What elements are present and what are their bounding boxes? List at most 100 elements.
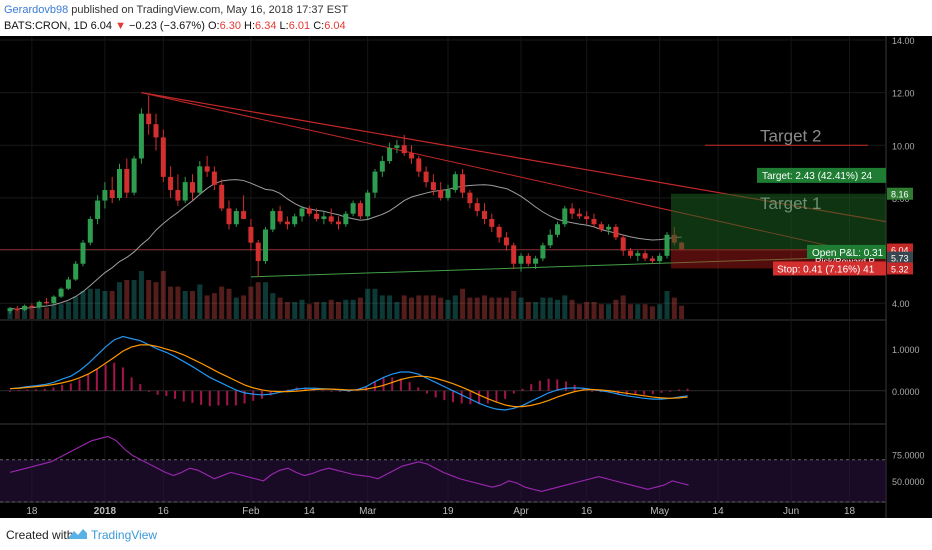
volume-bar	[182, 291, 188, 319]
volume-bar	[314, 302, 320, 319]
stop-info-text: Stop: 0.41 (7.16%) 41	[777, 264, 875, 275]
volume-bar	[423, 295, 429, 319]
volume-bar	[328, 299, 334, 319]
close-label: C:	[313, 20, 325, 32]
macd-histogram-bar	[434, 390, 437, 398]
volume-bar	[204, 295, 210, 319]
created-with-label: Created with	[6, 528, 74, 542]
candle-body	[518, 255, 524, 264]
macd-histogram-bar	[61, 384, 64, 391]
volume-bar	[387, 295, 393, 319]
macd-histogram-bar	[121, 367, 124, 391]
volume-bar	[336, 302, 341, 319]
macd-histogram-bar	[356, 390, 359, 392]
macd-line	[9, 335, 688, 411]
volume-bar	[606, 304, 612, 319]
low-value: 6.01	[288, 20, 311, 32]
volume-bar	[518, 297, 524, 319]
candle-body	[357, 203, 363, 217]
candle-body	[438, 190, 444, 198]
volume-bar	[65, 302, 71, 319]
volume-bar	[372, 288, 378, 319]
macd-histogram-bar	[591, 390, 594, 392]
volume-bar	[343, 299, 349, 319]
macd-histogram-bar	[443, 390, 446, 401]
target-info-box	[757, 167, 886, 183]
macd-histogram-bar	[69, 383, 72, 391]
candle-body	[160, 137, 166, 177]
price-tag-label: 8.16	[891, 190, 909, 200]
candle-body	[401, 145, 407, 154]
candle-body	[226, 208, 232, 225]
price-tag	[887, 187, 913, 200]
volume-bar	[664, 291, 670, 319]
macd-histogram-bar	[486, 390, 489, 404]
candle-body	[277, 211, 283, 222]
volume-bar	[233, 297, 239, 319]
macd-tick-label: 0.0000	[892, 387, 920, 397]
volume-bar	[73, 296, 79, 319]
candle-body	[73, 263, 79, 280]
macd-histogram-bar	[182, 390, 185, 402]
time-tick-label: May	[650, 506, 669, 517]
price-tag-label: 5.73	[891, 254, 909, 264]
volume-bar	[350, 299, 356, 319]
support-trendline	[250, 255, 887, 278]
time-tick-label: 14	[304, 506, 316, 517]
volume-bar	[211, 293, 217, 319]
time-tick-label: 18	[844, 506, 856, 517]
volume-bar	[562, 295, 568, 319]
volume-bar	[576, 304, 582, 319]
price-tick-label: 14.00	[892, 36, 915, 46]
candle-body	[131, 158, 137, 193]
candle-body	[219, 184, 225, 209]
tradingview-brand[interactable]: TradingView	[91, 528, 158, 542]
macd-histogram-bar	[52, 387, 55, 391]
candle-body	[379, 161, 385, 172]
chart-svg[interactable]: 14.0012.0010.008.006.004.0018201816Feb14…	[0, 36, 932, 518]
volume-bar	[628, 304, 633, 319]
volume-bar	[416, 295, 422, 319]
candle-body	[591, 218, 597, 225]
volume-bar	[255, 282, 261, 319]
candle-body	[394, 145, 400, 148]
volume-bar	[44, 307, 49, 319]
macd-histogram-bar	[460, 390, 463, 404]
symbol-label[interactable]: BATS:CRON, 1D	[4, 20, 88, 32]
candle-body	[190, 182, 195, 193]
candle-body	[168, 176, 174, 191]
candle-body	[598, 224, 604, 230]
macd-histogram-bar	[252, 390, 255, 401]
volume-bar	[496, 297, 502, 319]
macd-histogram-bar	[478, 390, 481, 405]
volume-bar	[306, 304, 312, 319]
rsi-band	[0, 459, 886, 502]
macd-histogram-bar	[452, 390, 455, 403]
candle-body	[211, 171, 217, 185]
candle-body	[80, 242, 86, 264]
macd-histogram-bar	[512, 390, 515, 394]
candle-body	[649, 258, 655, 262]
price-tag-label: 6.04	[891, 246, 909, 256]
chart-area[interactable]: 14.0012.0010.008.006.004.0018201816Feb14…	[0, 36, 932, 518]
volume-bar	[657, 304, 663, 319]
time-tick-label: Feb	[242, 506, 260, 517]
author-link[interactable]: Gerardovb98	[4, 4, 69, 16]
volume-bar	[87, 288, 93, 319]
candle-body	[628, 250, 633, 256]
volume-bar	[569, 299, 575, 319]
macd-histogram-bar	[35, 389, 38, 391]
volume-bar	[482, 295, 487, 319]
candle-body	[474, 203, 480, 212]
volume-bar	[58, 304, 64, 319]
volume-bar	[474, 297, 480, 319]
volume-bar	[555, 299, 560, 319]
candle-body	[664, 234, 670, 256]
candle-body	[445, 190, 451, 198]
candle-body	[613, 226, 619, 238]
volume-bar	[138, 271, 144, 319]
macd-histogram-bar	[382, 378, 385, 391]
macd-histogram-bar	[130, 377, 133, 391]
macd-histogram-bar	[17, 390, 20, 392]
macd-histogram-bar	[78, 379, 81, 391]
